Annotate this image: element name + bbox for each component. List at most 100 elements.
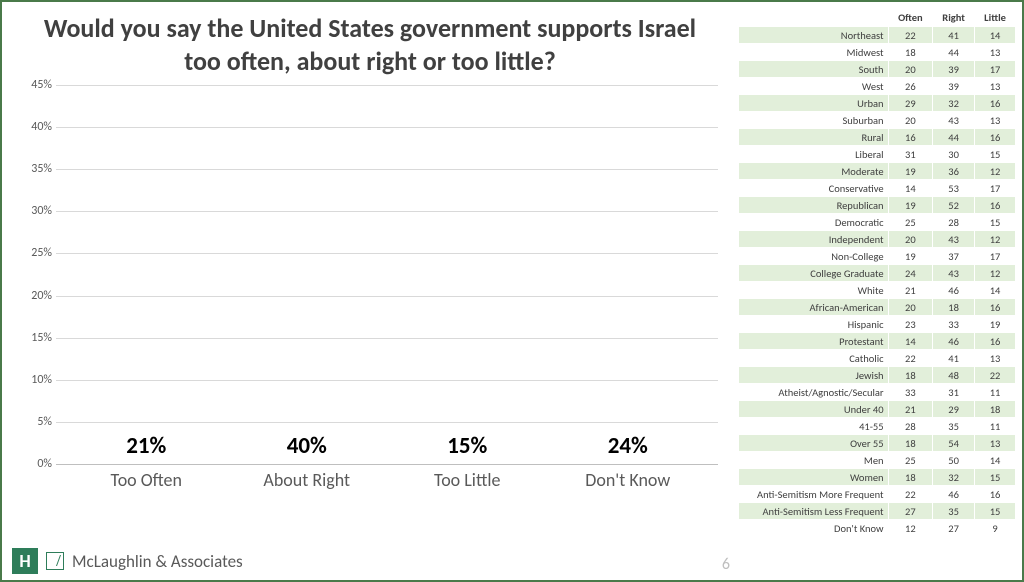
table-panel: OftenRightLittle Northeast224114Midwest1… [738, 2, 1022, 580]
cell-value: 22 [975, 367, 1016, 384]
row-label: Northeast [739, 27, 889, 44]
cell-value: 46 [933, 486, 975, 503]
cell-value: 14 [888, 333, 933, 350]
crosstab-table: OftenRightLittle Northeast224114Midwest1… [738, 8, 1016, 537]
cell-value: 21 [888, 282, 933, 299]
cell-value: 29 [888, 95, 933, 112]
cell-value: 9 [975, 520, 1016, 537]
cell-value: 16 [888, 129, 933, 146]
cell-value: 12 [975, 231, 1016, 248]
table-row: Moderate193612 [739, 163, 1016, 180]
table-row: Midwest184413 [739, 44, 1016, 61]
cell-value: 18 [975, 401, 1016, 418]
chart-title: Would you say the United States governme… [12, 12, 728, 77]
cell-value: 25 [888, 214, 933, 231]
cell-value: 12 [975, 163, 1016, 180]
grid-line [56, 380, 718, 381]
cell-value: 12 [975, 265, 1016, 282]
row-label: Atheist/Agnostic/Secular [739, 384, 889, 401]
cell-value: 27 [888, 503, 933, 520]
cell-value: 20 [888, 61, 933, 78]
grid-line [56, 422, 718, 423]
cell-value: 32 [933, 469, 975, 486]
cell-value: 13 [975, 112, 1016, 129]
row-label: 41-55 [739, 418, 889, 435]
row-label: College Graduate [739, 265, 889, 282]
cell-value: 18 [888, 435, 933, 452]
cell-value: 25 [888, 452, 933, 469]
cell-value: 44 [933, 44, 975, 61]
cell-value: 52 [933, 197, 975, 214]
row-label: Conservative [739, 180, 889, 197]
y-tick-label: 15% [14, 331, 52, 345]
logo-icon: H [12, 548, 38, 574]
row-label: Non-College [739, 248, 889, 265]
row-label: Women [739, 469, 889, 486]
row-label: Urban [739, 95, 889, 112]
grid-line [56, 296, 718, 297]
cell-value: 30 [933, 146, 975, 163]
row-label: Anti-Semitism More Frequent [739, 486, 889, 503]
table-row: Suburban204313 [739, 112, 1016, 129]
y-tick-label: 40% [14, 120, 52, 134]
cell-value: 26 [888, 78, 933, 95]
row-label: Anti-Semitism Less Frequent [739, 503, 889, 520]
cell-value: 16 [975, 486, 1016, 503]
cell-value: 23 [888, 316, 933, 333]
cell-value: 43 [933, 112, 975, 129]
cell-value: 24 [888, 265, 933, 282]
cell-value: 19 [888, 163, 933, 180]
cell-value: 19 [888, 248, 933, 265]
row-label: Liberal [739, 146, 889, 163]
cell-value: 54 [933, 435, 975, 452]
cell-value: 16 [975, 197, 1016, 214]
cell-value: 14 [975, 282, 1016, 299]
logo2-icon [46, 552, 64, 570]
row-label: Hispanic [739, 316, 889, 333]
table-row: Under 40212918 [739, 401, 1016, 418]
cell-value: 19 [888, 197, 933, 214]
table-row: Catholic224113 [739, 350, 1016, 367]
row-label: Moderate [739, 163, 889, 180]
cell-value: 18 [888, 367, 933, 384]
cell-value: 22 [888, 27, 933, 44]
table-header [739, 9, 889, 27]
y-tick-label: 5% [14, 415, 52, 429]
y-tick-label: 45% [14, 78, 52, 92]
cell-value: 46 [933, 333, 975, 350]
table-row: Rural164416 [739, 129, 1016, 146]
cell-value: 14 [975, 27, 1016, 44]
table-row: College Graduate244312 [739, 265, 1016, 282]
cell-value: 12 [888, 520, 933, 537]
cell-value: 36 [933, 163, 975, 180]
table-header: Right [933, 9, 975, 27]
cell-value: 18 [888, 44, 933, 61]
cell-value: 33 [933, 316, 975, 333]
x-tick-label: About Right [236, 465, 377, 495]
cell-value: 48 [933, 367, 975, 384]
cell-value: 14 [975, 452, 1016, 469]
table-row: West263913 [739, 78, 1016, 95]
cell-value: 13 [975, 435, 1016, 452]
y-tick-label: 0% [14, 457, 52, 471]
table-header: Often [888, 9, 933, 27]
cell-value: 17 [975, 248, 1016, 265]
cell-value: 43 [933, 231, 975, 248]
cell-value: 41 [933, 350, 975, 367]
cell-value: 39 [933, 78, 975, 95]
cell-value: 29 [933, 401, 975, 418]
grid-line [56, 338, 718, 339]
cell-value: 14 [888, 180, 933, 197]
cell-value: 13 [975, 44, 1016, 61]
cell-value: 27 [933, 520, 975, 537]
row-label: South [739, 61, 889, 78]
cell-value: 21 [888, 401, 933, 418]
cell-value: 20 [888, 299, 933, 316]
grid-line [56, 85, 718, 86]
cell-value: 16 [975, 333, 1016, 350]
row-label: Catholic [739, 350, 889, 367]
y-tick-label: 35% [14, 162, 52, 176]
grid-line [56, 253, 718, 254]
y-tick-label: 10% [14, 373, 52, 387]
cell-value: 31 [933, 384, 975, 401]
